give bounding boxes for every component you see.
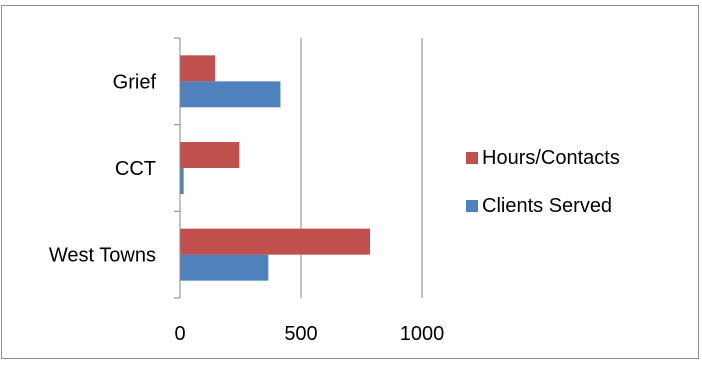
bar-clients-served-west-towns: [180, 254, 269, 281]
category-labels: West Towns CCT Grief: [49, 71, 157, 266]
bar-clients-served-cct: [180, 168, 184, 194]
tick-labels: 0 500 1000: [174, 323, 444, 345]
x-tick-label: 1000: [400, 323, 445, 345]
bar-hours-contacts-grief: [180, 55, 216, 82]
legend-label: Hours/Contacts: [482, 147, 620, 169]
legend: Hours/Contacts Clients Served: [466, 147, 620, 217]
category-label: CCT: [115, 158, 156, 180]
chart-border: [1, 5, 699, 359]
x-tick-label: 500: [284, 323, 317, 345]
bars: [180, 55, 370, 281]
legend-label: Clients Served: [482, 195, 612, 217]
x-tick-label: 0: [174, 323, 185, 345]
category-label: Grief: [113, 71, 157, 93]
bar-hours-contacts-cct: [180, 142, 240, 168]
category-label: West Towns: [49, 245, 156, 267]
bar-hours-contacts-west-towns: [180, 228, 370, 255]
axes: [174, 37, 181, 299]
legend-swatch: [466, 200, 478, 212]
legend-swatch: [466, 152, 478, 164]
bar-clients-served-grief: [180, 81, 281, 108]
